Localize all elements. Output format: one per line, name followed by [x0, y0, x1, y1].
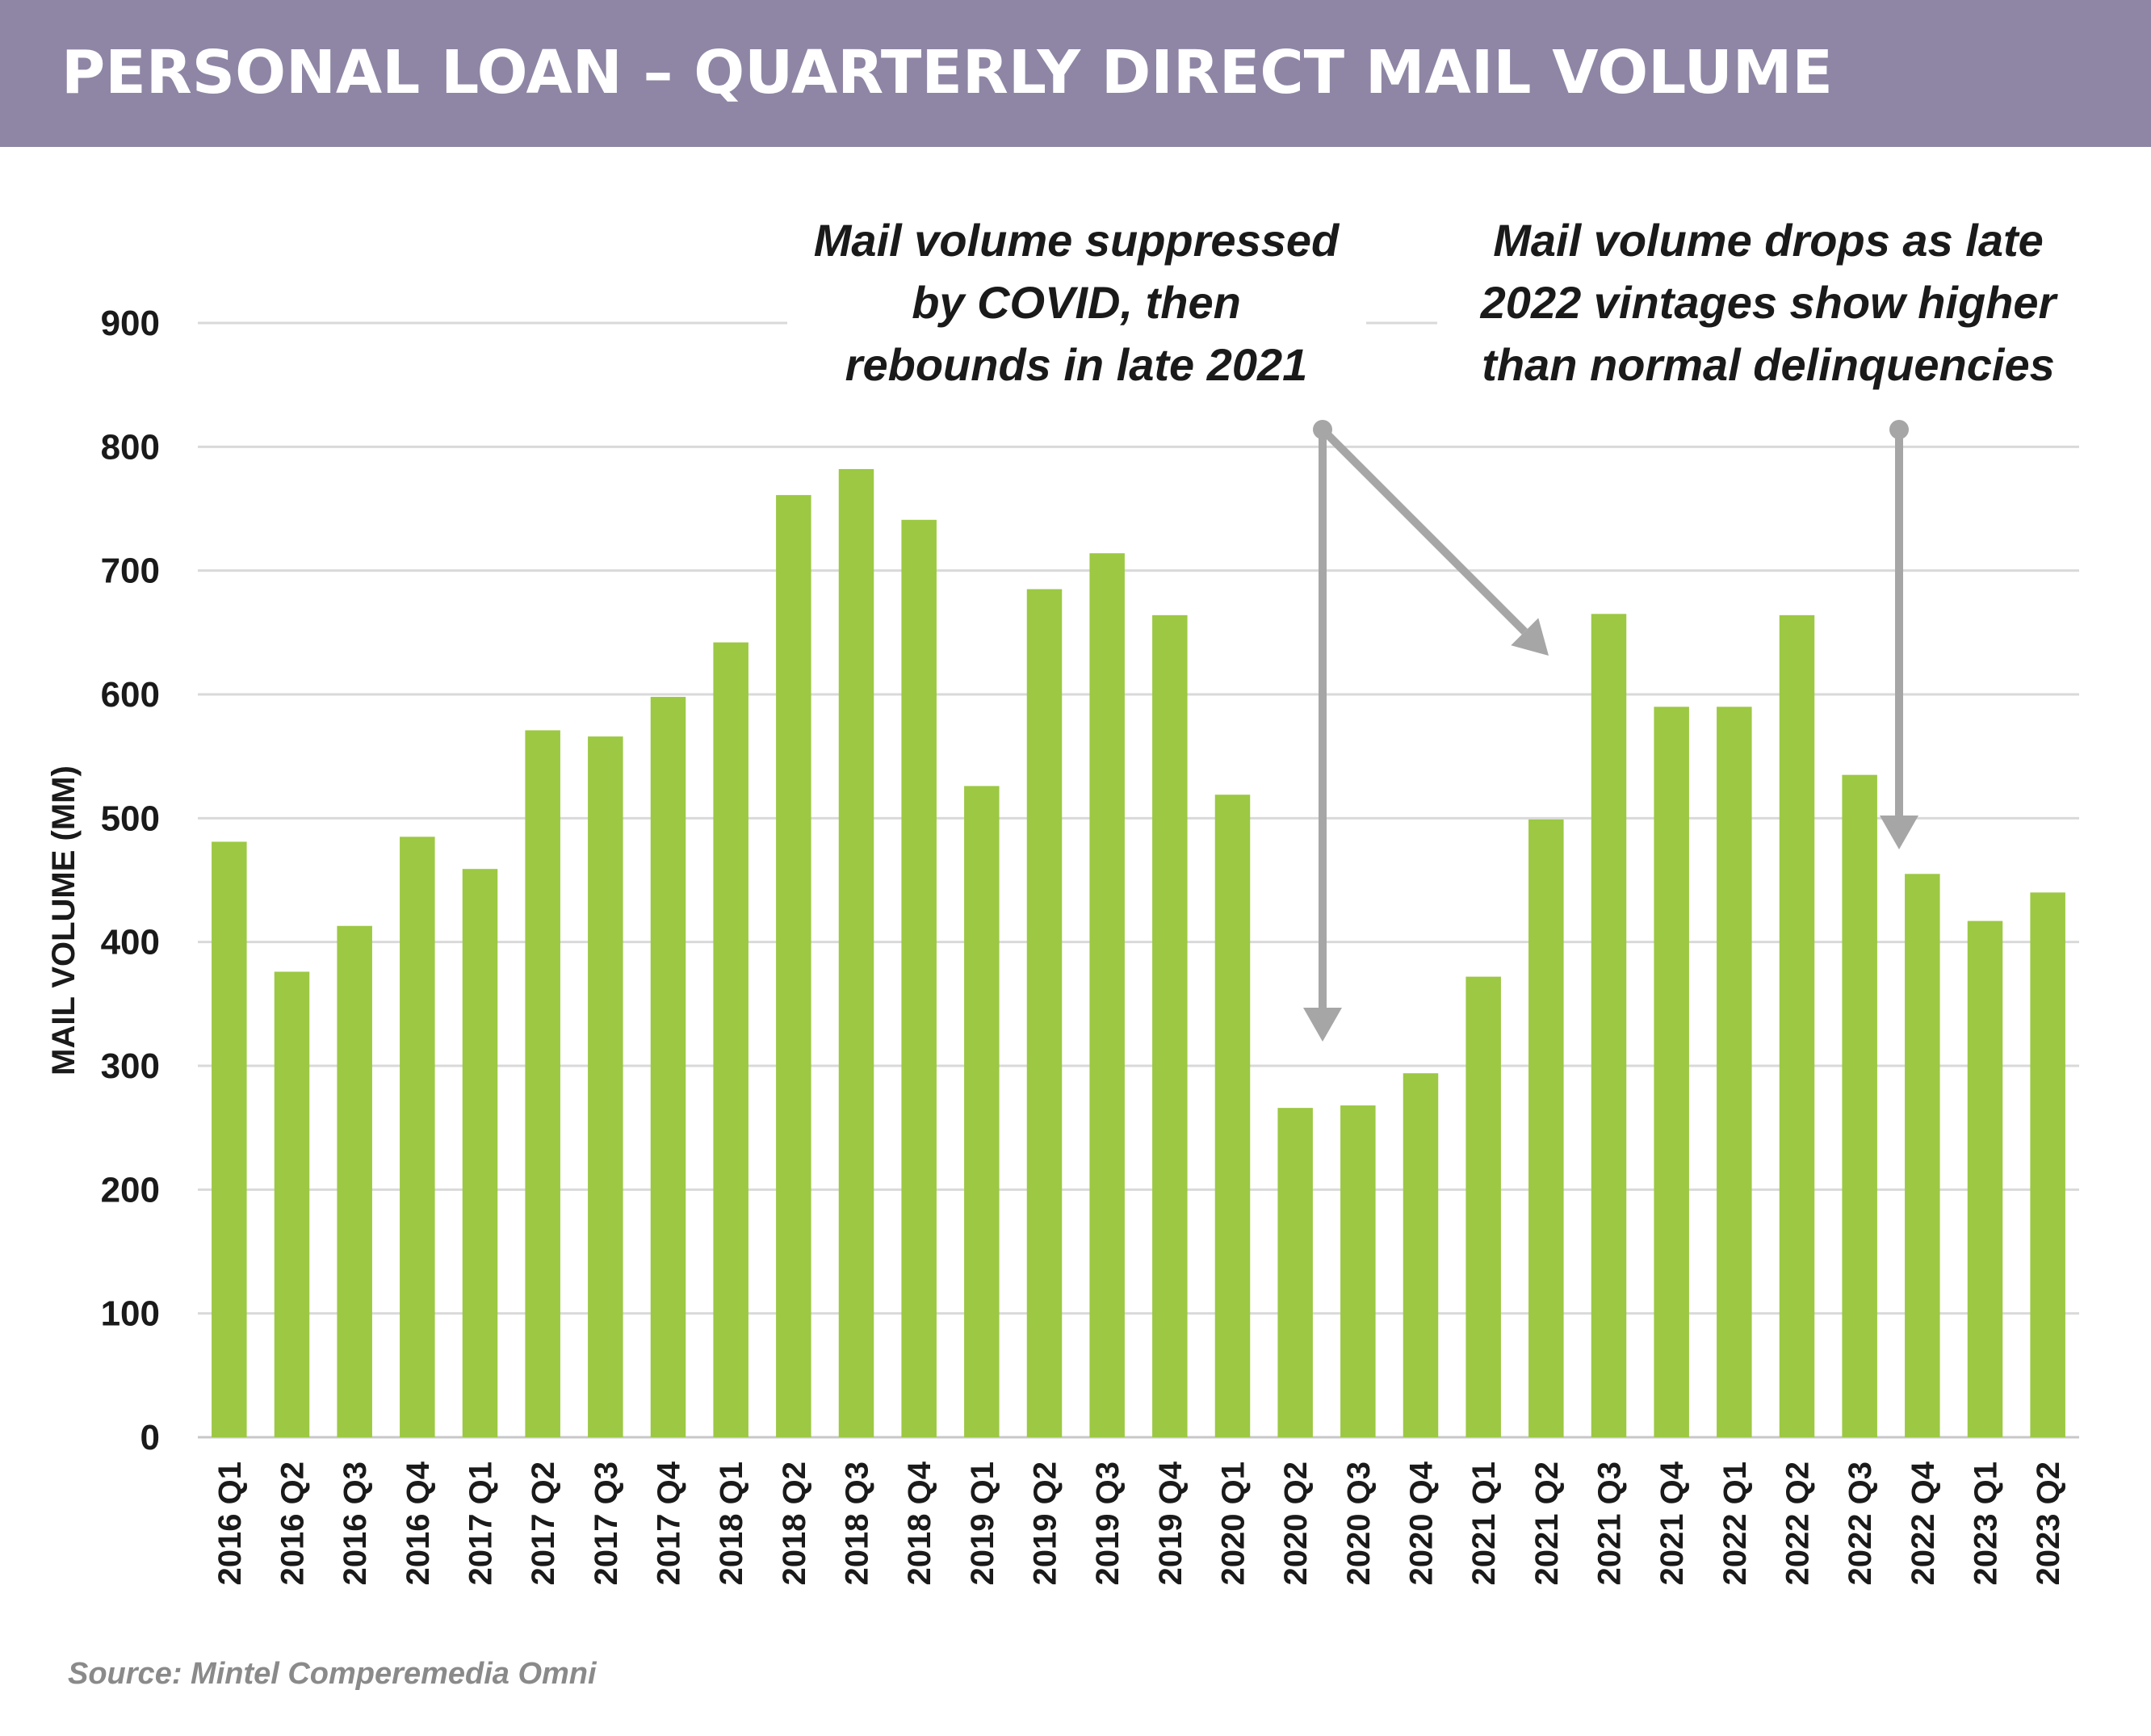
annotation-line: 2022 vintages show higher [1480, 277, 2059, 328]
x-tick-label: 2018 Q2 [777, 1461, 812, 1585]
x-tick-label: 2022 Q3 [1843, 1461, 1878, 1585]
annotations: Mail volume suppressed by COVID, then rebo… [787, 202, 2099, 404]
x-tick-label: 2021 Q3 [1592, 1461, 1628, 1585]
bar [650, 697, 686, 1437]
x-tick-label: 2021 Q4 [1654, 1461, 1690, 1585]
bar [274, 971, 310, 1437]
annotation-line: than normal delinquencies [1482, 339, 2054, 390]
x-tick-label: 2020 Q1 [1216, 1461, 1252, 1585]
x-tick-label: 2016 Q2 [275, 1461, 311, 1585]
bar [1717, 707, 1752, 1437]
y-axis-label: MAIL VOLUME (MM) [46, 765, 82, 1076]
bar [713, 642, 748, 1437]
x-tick-label: 2022 Q4 [1906, 1461, 1941, 1585]
y-tick-label: 600 [101, 675, 160, 715]
bar [901, 519, 937, 1437]
x-tick-label: 2017 Q2 [526, 1461, 561, 1585]
bar [1403, 1073, 1439, 1437]
annotation-line: Mail volume suppressed [814, 215, 1340, 266]
bar [1905, 874, 1940, 1437]
x-tick-label: 2022 Q1 [1717, 1461, 1753, 1585]
x-tick-label: 2022 Q2 [1780, 1461, 1816, 1585]
bar [1528, 819, 1564, 1437]
bar [1026, 589, 1063, 1437]
bar [1277, 1108, 1313, 1437]
arrow-head [1511, 618, 1549, 656]
bar [1654, 707, 1689, 1437]
arrow-shaft [1319, 426, 1528, 635]
bar [462, 869, 498, 1437]
x-tick-label: 2023 Q1 [1969, 1461, 2004, 1585]
x-tick-label: 2018 Q4 [902, 1461, 937, 1585]
bar [525, 730, 560, 1437]
arrow-head [1880, 816, 1918, 849]
x-tick-label: 2020 Q4 [1404, 1461, 1440, 1585]
bar [1842, 774, 1877, 1437]
y-tick-label: 500 [101, 799, 160, 838]
bar [1591, 614, 1627, 1437]
x-tick-label: 2016 Q1 [212, 1461, 248, 1585]
bar [1089, 553, 1125, 1438]
bar [588, 736, 623, 1437]
bar [337, 925, 372, 1437]
annotation-arrows [1303, 420, 1918, 1042]
y-tick-label: 100 [101, 1294, 160, 1334]
x-tick-label: 2019 Q4 [1153, 1461, 1189, 1585]
x-tick-label: 2020 Q3 [1341, 1461, 1377, 1585]
x-tick-label: 2021 Q2 [1529, 1461, 1565, 1585]
x-tick-label: 2017 Q3 [589, 1461, 624, 1585]
bar [1214, 795, 1251, 1437]
title-bar: PERSONAL LOAN – QUARTERLY DIRECT MAIL VO… [0, 0, 2151, 147]
bar [212, 841, 247, 1437]
x-tick-label: 2016 Q3 [338, 1461, 373, 1585]
x-tick-labels: 2016 Q1 2016 Q2 2016 Q3 2016 Q4 2017 Q1 2017 … [212, 1461, 2066, 1585]
y-tick-label: 200 [101, 1170, 160, 1210]
bar [1340, 1105, 1376, 1437]
annotation-background [787, 202, 1366, 404]
bar [400, 837, 435, 1437]
x-tick-label: 2018 Q3 [840, 1461, 875, 1585]
y-tick-label: 900 [101, 304, 160, 343]
bars [212, 468, 2065, 1438]
y-tick-label: 700 [101, 551, 160, 591]
annotation-line: by COVID, then [912, 277, 1241, 328]
chart-title: PERSONAL LOAN – QUARTERLY DIRECT MAIL VO… [61, 38, 1833, 107]
y-tick-label: 800 [101, 427, 160, 467]
x-tick-label: 2019 Q3 [1090, 1461, 1126, 1585]
bar [1779, 614, 1815, 1437]
x-tick-label: 2017 Q1 [463, 1461, 499, 1585]
annotation-line: Mail volume drops as late [1493, 215, 2044, 266]
annotation-line: rebounds in late 2021 [845, 339, 1308, 390]
x-tick-label: 2018 Q1 [714, 1461, 749, 1585]
x-tick-label: 2019 Q2 [1028, 1461, 1063, 1585]
y-tick-labels: 0 100 200 300 400 500 600 700 800 900 [101, 304, 160, 1457]
x-tick-label: 2021 Q1 [1466, 1461, 1502, 1585]
x-tick-label: 2020 Q2 [1278, 1461, 1314, 1585]
bar [964, 786, 1000, 1437]
x-tick-label: 2016 Q4 [400, 1461, 436, 1585]
gridlines [198, 321, 2079, 1439]
bar [1967, 920, 2003, 1437]
bar [838, 468, 874, 1437]
x-tick-label: 2023 Q2 [2031, 1461, 2066, 1585]
bar [1152, 614, 1188, 1437]
bar [2030, 892, 2065, 1437]
source-note: Source: Mintel Comperemedia Omni [68, 1657, 597, 1691]
bar [776, 495, 811, 1438]
annotation-background [1437, 202, 2099, 404]
y-tick-label: 400 [101, 923, 160, 962]
x-tick-label: 2017 Q4 [652, 1461, 687, 1585]
arrow-head [1303, 1008, 1342, 1042]
bar [1465, 976, 1501, 1437]
y-tick-label: 0 [140, 1418, 160, 1457]
y-tick-label: 300 [101, 1046, 160, 1086]
x-tick-label: 2019 Q1 [965, 1461, 1000, 1585]
